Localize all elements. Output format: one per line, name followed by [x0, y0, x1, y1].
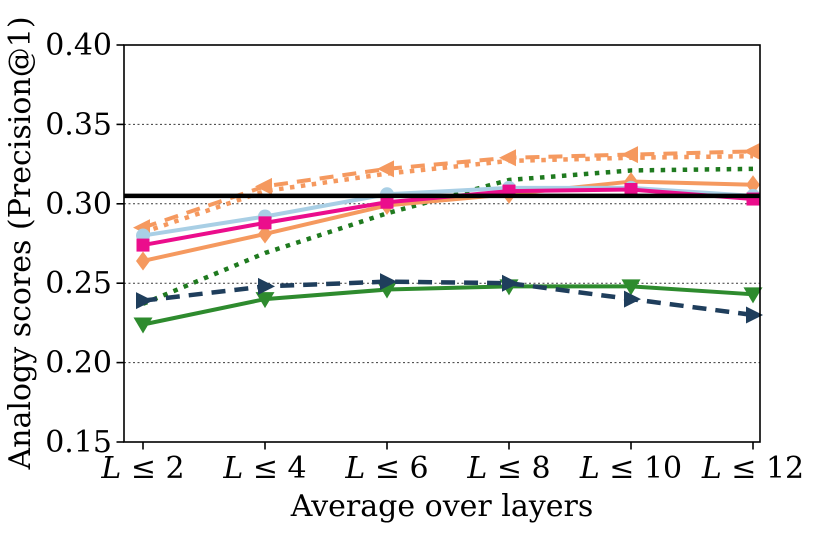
- series-line-navy-dashed: [142, 279, 754, 318]
- navy-dashed-marker: [502, 274, 519, 292]
- series-line-orange-dotted: [142, 153, 754, 235]
- orange-dashed-marker: [377, 160, 394, 178]
- magenta-solid-marker: [380, 195, 394, 209]
- x-tick-label: L ≤ 10: [579, 451, 682, 486]
- orange-dashed-marker: [743, 142, 760, 160]
- x-tick-label: L ≤ 12: [701, 451, 804, 486]
- series-line-green-solid: [142, 284, 754, 327]
- navy-dashed-marker: [624, 290, 641, 308]
- green-solid-marker: [133, 317, 153, 334]
- y-axis-label: Analogy scores (Precision@1): [3, 16, 38, 470]
- series-line-orange-dashed: [142, 149, 754, 230]
- y-tick-label: 0.35: [45, 107, 112, 142]
- orange-solid-marker: [746, 175, 760, 195]
- orange-dashed-marker: [255, 177, 272, 195]
- x-tick-label: L ≤ 8: [466, 451, 550, 486]
- orange-dashed-marker: [499, 149, 516, 167]
- navy-dashed-marker: [380, 273, 397, 291]
- x-axis-label: Average over layers: [290, 489, 593, 524]
- y-tick-label: 0.30: [45, 187, 112, 222]
- x-tick-label: L ≤ 6: [344, 451, 428, 486]
- y-tick-label: 0.15: [45, 425, 112, 460]
- green-solid-marker: [743, 287, 763, 304]
- magenta-solid-marker: [624, 183, 638, 197]
- green-solid-marker: [621, 279, 641, 296]
- x-tick-label: L ≤ 2: [100, 451, 184, 486]
- y-tick-label: 0.25: [45, 266, 112, 301]
- x-tick-label: L ≤ 4: [222, 451, 306, 486]
- y-tick-label: 0.40: [45, 28, 112, 63]
- magenta-solid-marker: [258, 216, 272, 230]
- series-line-green-dotted: [142, 166, 754, 306]
- green-solid-marker: [255, 292, 275, 309]
- magenta-solid-marker: [136, 238, 150, 252]
- orange-dashed-marker: [621, 146, 638, 164]
- navy-dashed-marker: [258, 277, 275, 295]
- navy-dashed-marker: [746, 306, 763, 324]
- navy-dashed-marker: [136, 292, 153, 310]
- y-tick-label: 0.20: [45, 346, 112, 381]
- plot-area: 0.40 0.35 0.30 0.25 0.20 0.15L ≤ 2 L ≤ 4 L ≤ 6 L…: [45, 28, 804, 486]
- series-line-orange-solid: [142, 179, 754, 263]
- axes-spines: [123, 44, 761, 443]
- orange-solid-marker: [136, 251, 150, 271]
